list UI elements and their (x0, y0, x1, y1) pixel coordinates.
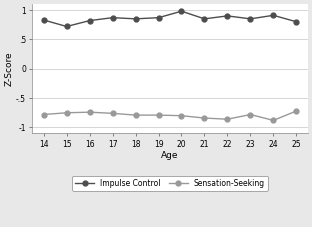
Y-axis label: Z-Score: Z-Score (4, 52, 13, 86)
X-axis label: Age: Age (161, 151, 179, 160)
Legend: Impulse Control, Sensation-Seeking: Impulse Control, Sensation-Seeking (72, 176, 268, 191)
